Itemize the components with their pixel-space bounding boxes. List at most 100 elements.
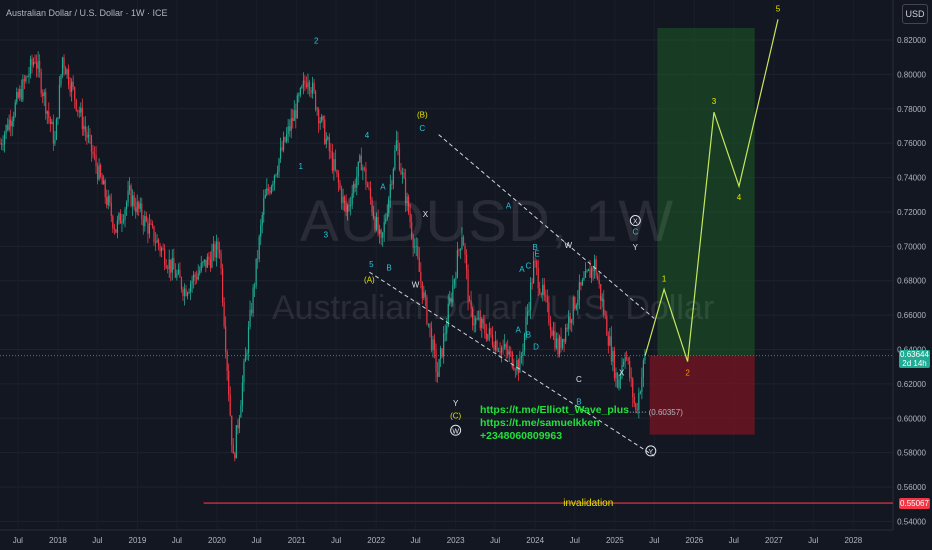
candle-body [209, 259, 211, 268]
candle-body [517, 360, 519, 373]
candle-body [635, 403, 637, 410]
candle-body [148, 223, 151, 234]
candle-body [473, 324, 475, 326]
candle-body [584, 271, 587, 279]
wave-label: (A) [364, 275, 375, 284]
candle-body [430, 328, 433, 351]
candle-body [557, 338, 559, 355]
candle-body [80, 107, 82, 113]
position-zones [0, 28, 893, 435]
candle-body [369, 187, 372, 200]
candle-body [2, 144, 4, 146]
candle-body [311, 82, 314, 94]
candle-body [519, 357, 521, 373]
candle-body [331, 151, 333, 171]
candle-body [380, 229, 382, 238]
candle-body [536, 261, 538, 268]
link-telegram-user[interactable]: https://t.me/samuelkken [480, 417, 600, 429]
candle-body [403, 172, 405, 179]
candle-body [604, 314, 606, 316]
candle-body [109, 196, 111, 203]
candle-body [23, 79, 25, 82]
y-tick-label: 0.72000 [897, 208, 926, 217]
candle-body [424, 292, 426, 297]
candle-body [496, 340, 498, 352]
invalidation-price-label: 0.55067 [899, 498, 930, 510]
candle-body [638, 393, 640, 411]
x-tick-label: Jul [570, 536, 580, 545]
candle-body [3, 133, 6, 145]
candle-body [197, 273, 199, 280]
candle-body [77, 110, 79, 111]
candle-body [151, 224, 154, 227]
wave-label: A [515, 325, 521, 334]
candle-body [388, 197, 390, 214]
candle-body [462, 237, 465, 246]
circled-wave-marker [629, 215, 641, 227]
wave-label: Y [633, 243, 639, 252]
candle-body [95, 155, 97, 167]
wave-label: 4 [365, 131, 370, 140]
candle-body [569, 316, 571, 324]
candle-body [505, 344, 507, 350]
candle-body [296, 95, 298, 119]
candle-body [609, 336, 611, 346]
candle-body [232, 444, 234, 454]
candle-body [214, 244, 216, 258]
candle-body [362, 167, 364, 171]
candle-body [398, 149, 401, 171]
candle-body [621, 364, 623, 375]
candle-body [619, 374, 622, 380]
wave-label: B [526, 330, 531, 339]
candle-body [420, 271, 422, 282]
candle-body [400, 170, 402, 174]
candle-body [258, 236, 260, 259]
candle-body [397, 140, 399, 150]
candle-body [46, 111, 48, 114]
candle-body [174, 269, 176, 278]
candle-body [455, 277, 457, 280]
candle-body [170, 259, 172, 273]
candle-body [395, 140, 398, 151]
candle-body [351, 193, 353, 205]
candle-body [168, 259, 170, 269]
candle-body [293, 110, 295, 122]
candle-body [287, 126, 289, 134]
candle-body [414, 246, 416, 248]
candle-body [348, 205, 350, 207]
y-tick-label: 0.80000 [897, 70, 926, 79]
candle-body [482, 318, 484, 324]
candle-body [64, 67, 67, 75]
candle-body [63, 57, 65, 68]
candle-body [37, 60, 39, 69]
candle-body [250, 309, 253, 314]
candle-body [237, 425, 239, 429]
candle-body [459, 248, 462, 251]
currency-button[interactable]: USD [902, 4, 928, 24]
candle-body [507, 349, 509, 355]
candle-body [511, 351, 513, 368]
candle-body [586, 270, 588, 272]
target-level-label: (0.60357) [649, 408, 684, 417]
candle-body [478, 318, 480, 320]
wave-label: D [533, 342, 539, 351]
candle-body [441, 348, 443, 357]
wave-label: (B) [417, 110, 428, 119]
candle-body [368, 187, 370, 188]
candle-body [104, 180, 106, 198]
candle-body [383, 221, 385, 233]
candle-body [112, 216, 114, 228]
y-tick-label: 0.70000 [897, 242, 926, 251]
candle-body [196, 276, 198, 280]
candle-body [128, 185, 131, 191]
candle-body [319, 121, 321, 124]
candle-body [121, 221, 123, 224]
channel-upper-line [438, 134, 655, 319]
candle-body [571, 319, 573, 324]
candle-body [639, 391, 641, 394]
link-telegram-channel[interactable]: https://t.me/Elliott_Wave_plus [480, 404, 629, 416]
circled-wave-label: Y [648, 449, 653, 456]
circled-wave-marker [450, 424, 462, 436]
candle-body [217, 241, 219, 250]
